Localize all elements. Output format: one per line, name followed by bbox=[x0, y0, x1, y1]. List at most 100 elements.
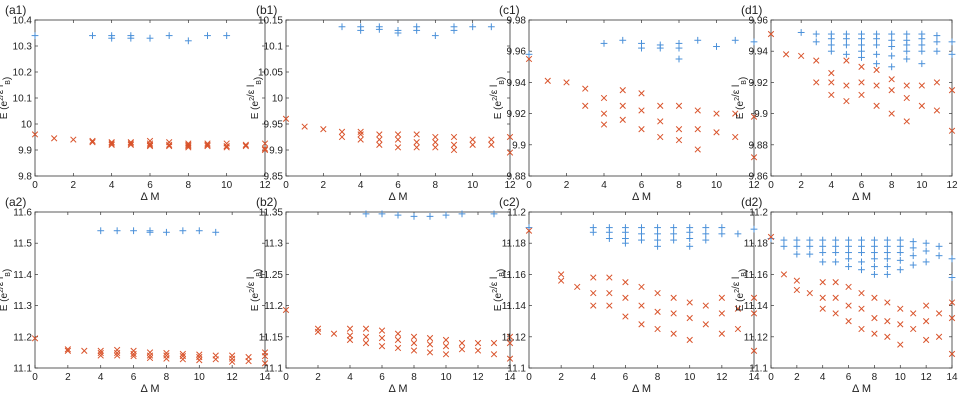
data-point-plus bbox=[896, 242, 904, 250]
x-tick-label: 2 bbox=[321, 180, 327, 191]
data-point-plus bbox=[933, 32, 941, 39]
x-tick-label: 4 bbox=[591, 372, 597, 383]
data-point-plus bbox=[686, 235, 694, 242]
y-tick-label: 9.98 bbox=[507, 16, 527, 27]
data-point-plus bbox=[89, 32, 96, 39]
x-axis-label: Δ M bbox=[141, 191, 160, 203]
data-point-cross bbox=[163, 355, 170, 362]
data-point-cross bbox=[314, 325, 322, 332]
data-point-plus bbox=[896, 266, 904, 274]
data-point-cross bbox=[622, 313, 629, 320]
data-point-cross bbox=[223, 144, 230, 151]
data-point-cross bbox=[897, 321, 904, 328]
data-point-cross bbox=[146, 349, 154, 356]
data-point-cross bbox=[432, 139, 439, 146]
x-tick-label: 4 bbox=[358, 180, 364, 191]
x-tick-label: 14 bbox=[259, 372, 271, 383]
data-point-plus bbox=[922, 247, 930, 255]
data-point-plus bbox=[378, 210, 386, 218]
data-point-plus bbox=[858, 47, 865, 55]
data-point-cross bbox=[638, 321, 645, 328]
data-point-cross bbox=[780, 271, 788, 278]
data-point-cross bbox=[113, 352, 121, 359]
data-point-plus bbox=[858, 258, 865, 266]
data-point-cross bbox=[113, 349, 121, 357]
x-tick-label: 6 bbox=[395, 180, 401, 191]
data-point-cross bbox=[843, 57, 850, 64]
data-point-plus bbox=[731, 36, 739, 44]
data-point-cross bbox=[935, 333, 943, 340]
panel-c1: 0 2 4 6 8 10 129.889.99.929.949.969.98(c1)Δ ME… bbox=[489, 3, 760, 203]
data-point-plus bbox=[896, 249, 904, 256]
x-tick-label: 10 bbox=[440, 372, 452, 383]
data-point-cross bbox=[544, 77, 551, 84]
data-point-plus bbox=[605, 235, 613, 242]
data-point-cross bbox=[146, 354, 154, 362]
y-tick-label: 11.14 bbox=[502, 301, 527, 312]
data-point-plus bbox=[806, 236, 814, 244]
x-tick-label: 2 bbox=[71, 180, 77, 191]
data-point-plus bbox=[410, 212, 418, 220]
data-point-plus bbox=[146, 228, 154, 236]
y-tick-label: 11.18 bbox=[744, 239, 769, 250]
data-point-cross bbox=[871, 314, 878, 322]
data-point-cross bbox=[619, 102, 626, 109]
data-point-plus bbox=[130, 227, 137, 235]
data-point-cross bbox=[163, 349, 170, 357]
data-point-cross bbox=[782, 51, 790, 58]
data-point-cross bbox=[394, 136, 402, 143]
data-point-cross bbox=[506, 333, 514, 340]
x-tick-label: 8 bbox=[433, 180, 439, 191]
data-point-cross bbox=[413, 131, 420, 138]
data-point-cross bbox=[166, 141, 173, 148]
data-point-plus bbox=[948, 38, 956, 46]
data-point-plus bbox=[909, 252, 917, 260]
axes-frame bbox=[770, 211, 953, 369]
data-point-plus bbox=[812, 38, 820, 46]
x-tick-label: 0 bbox=[526, 180, 532, 191]
data-point-cross bbox=[935, 310, 943, 317]
data-point-cross bbox=[819, 305, 826, 312]
data-point-cross bbox=[694, 126, 701, 133]
data-point-cross bbox=[166, 142, 173, 150]
y-tick-label: 11.2 bbox=[264, 301, 283, 312]
data-point-plus bbox=[935, 242, 943, 250]
data-point-cross bbox=[590, 274, 597, 281]
data-point-cross bbox=[675, 126, 683, 133]
data-point-cross bbox=[442, 336, 450, 344]
x-tick-label: 6 bbox=[623, 372, 629, 383]
data-point-plus bbox=[702, 236, 710, 244]
data-point-cross bbox=[734, 305, 742, 312]
data-point-cross bbox=[638, 302, 645, 309]
data-point-plus bbox=[797, 29, 805, 36]
y-tick-label: 9.92 bbox=[749, 78, 769, 89]
data-point-plus bbox=[670, 230, 678, 238]
data-point-cross bbox=[113, 346, 121, 354]
data-point-cross bbox=[97, 347, 104, 354]
data-point-cross bbox=[903, 118, 910, 125]
data-point-plus bbox=[883, 263, 891, 270]
x-tick-label: 6 bbox=[379, 372, 385, 383]
data-point-cross bbox=[793, 277, 801, 284]
data-point-plus bbox=[845, 242, 852, 250]
data-point-cross bbox=[450, 146, 458, 154]
x-tick-label: 12 bbox=[472, 372, 484, 383]
data-point-plus bbox=[638, 224, 645, 231]
y-tick-label: 11.16 bbox=[744, 270, 769, 281]
data-point-plus bbox=[909, 238, 917, 246]
panel-c2: 0 2 4 6 8 10 12 1411.111.1211.1411.1611.1811.2(… bbox=[489, 195, 760, 395]
data-point-cross bbox=[469, 141, 476, 148]
data-point-plus bbox=[793, 236, 801, 244]
data-point-cross bbox=[871, 330, 878, 337]
y-tick-label: 9.96 bbox=[507, 47, 527, 58]
data-point-cross bbox=[97, 352, 104, 359]
data-point-cross bbox=[394, 144, 402, 151]
y-tick-label: 9.86 bbox=[749, 172, 769, 183]
data-point-cross bbox=[196, 351, 203, 358]
data-point-plus bbox=[426, 212, 434, 220]
data-point-cross bbox=[89, 139, 96, 146]
data-point-plus bbox=[713, 43, 720, 50]
data-point-plus bbox=[767, 235, 775, 242]
data-point-plus bbox=[918, 47, 926, 55]
data-point-cross bbox=[694, 146, 701, 153]
